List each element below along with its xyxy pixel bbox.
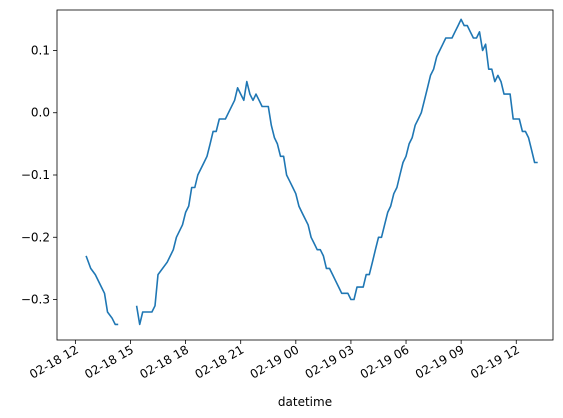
x-tick-label: 02-19 09 [413,342,467,381]
x-tick-label: 02-19 03 [303,342,357,381]
x-tick-label: 02-18 21 [192,342,246,381]
x-tick-label: 02-18 12 [27,342,81,381]
y-axis: 0.1 0.0 −0.1 −0.2 −0.3 [21,43,57,306]
x-tick-label: 02-19 00 [248,342,302,381]
x-axis-title: datetime [278,395,332,409]
series-line-segment-2 [137,19,538,324]
x-tick-label: 02-19 12 [468,342,522,381]
y-tick-label: 0.1 [31,43,50,57]
x-axis: 02-18 12 02-18 15 02-18 18 02-18 21 02-19 00… [27,340,522,382]
x-tick-label: 02-19 06 [358,342,412,381]
y-tick-label: −0.1 [21,168,50,182]
x-tick-label: 02-18 18 [137,342,191,381]
plot-lines [86,19,538,324]
series-line-segment-1 [86,256,118,325]
y-tick-label: −0.3 [21,293,50,307]
y-tick-label: −0.2 [21,230,50,244]
x-tick-label: 02-18 15 [82,342,136,381]
plot-frame [57,10,553,340]
y-tick-label: 0.0 [31,106,50,120]
